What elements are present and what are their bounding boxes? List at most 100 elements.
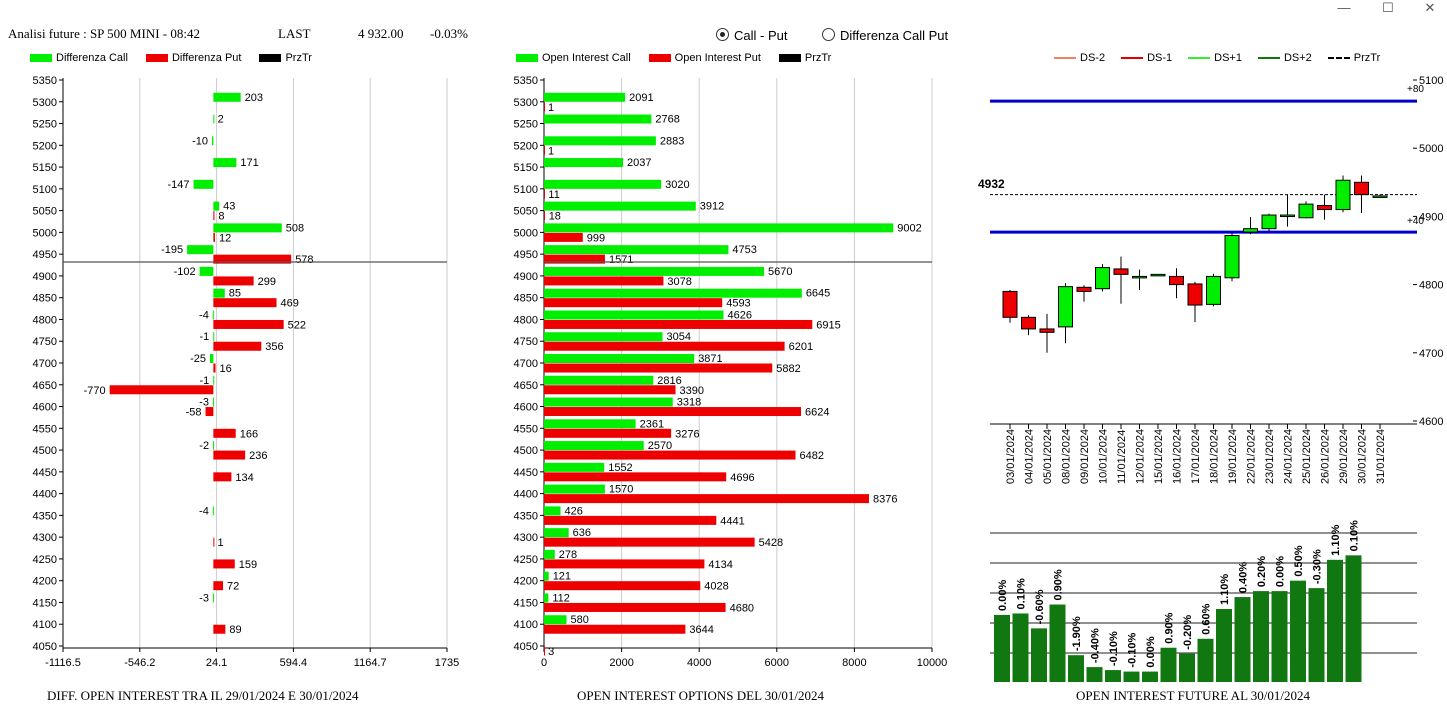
candle-y-tick-label: 4600 [1419, 416, 1443, 428]
oi-future-data-label: 0.20% [1256, 556, 1268, 587]
right-footer: OPEN INTEREST FUTURE AL 30/01/2024 [1076, 688, 1311, 703]
close-button[interactable]: ✕ [1424, 0, 1436, 15]
oi-call-bar [544, 201, 696, 211]
oi-put-label: 4593 [726, 298, 750, 310]
diff-x-tick-label: 594.4 [280, 657, 308, 669]
oi-put-label: 4441 [720, 515, 744, 527]
oi-call-label: 2768 [655, 114, 679, 126]
oi-put-label: 1571 [609, 254, 633, 266]
diff-put-bar [213, 341, 262, 351]
oi-future-data-label: -0.20% [1182, 615, 1194, 650]
oi-put-bar [544, 385, 676, 395]
oi-y-tick-label: 4900 [514, 271, 538, 283]
oi-call-bar [544, 484, 605, 494]
diff-put-bar [213, 450, 246, 460]
diff-y-tick-label: 4650 [33, 380, 57, 392]
diff-put-label: 1 [217, 537, 223, 549]
diff-put-bar [213, 537, 215, 547]
legend-oi-call: Open Interest Call [542, 52, 631, 64]
radio-call-put-label: Call - Put [734, 28, 788, 43]
diff-put-bar [213, 624, 226, 634]
diff-y-tick-label: 4500 [33, 445, 57, 457]
diff-call-label: -147 [168, 179, 190, 191]
minimize-button[interactable]: — [1337, 0, 1351, 15]
radio-diff-call-put-label: Differenza Call Put [840, 28, 949, 43]
radio-diff-call-put[interactable]: Differenza Call Put [822, 28, 948, 43]
diff-put-label: 134 [235, 472, 253, 484]
left-legend: Differenza Call Differenza Put PrzTr [30, 52, 312, 64]
oi-call-label: 2361 [640, 418, 664, 430]
diff-x-tick-label: 24.1 [206, 657, 227, 669]
oi-y-tick-label: 4500 [514, 445, 538, 457]
diff-put-bar [213, 428, 236, 438]
oi-call-bar [544, 288, 802, 298]
oi-x-tick-label: 0 [541, 657, 547, 669]
candle-body [1021, 316, 1036, 330]
oi-put-label: 5428 [759, 537, 783, 549]
oi-future-data-label: -0.10% [1108, 631, 1120, 666]
candle-x-tick-label: 09/01/2024 [1079, 429, 1091, 484]
diff-x-tick-label: -1116.5 [45, 657, 81, 669]
candle-x-tick-label: 16/01/2024 [1172, 429, 1184, 484]
band-label-plus40: +40 [1407, 216, 1424, 227]
oi-put-bar [544, 450, 796, 460]
diff-call-label: -3 [199, 397, 209, 409]
oi-put-label: 18 [549, 211, 561, 223]
oi-future-data-label: 0.00% [997, 580, 1009, 611]
current-price-label: 4932 [978, 177, 1005, 191]
diff-call-bar [212, 593, 214, 603]
diff-y-tick-label: 4700 [33, 358, 57, 370]
oi-call-bar [544, 354, 695, 363]
legend-ds-plus1: DS+1 [1214, 52, 1242, 64]
legend-ds-minus1: DS-1 [1147, 52, 1173, 64]
candle-x-tick-label: 18/01/2024 [1209, 429, 1221, 484]
candle-body [1317, 204, 1332, 211]
candle-body [1058, 286, 1073, 328]
diff-y-tick-label: 4100 [33, 619, 57, 631]
candle-x-tick-label: 31/01/2024 [1375, 429, 1387, 484]
diff-call-bar [213, 223, 282, 233]
diff-call-bar [213, 332, 215, 342]
oi-put-label: 3644 [689, 624, 713, 636]
diff-y-tick-label: 4550 [33, 423, 57, 435]
candle-body [1372, 195, 1388, 198]
diff-put-bar [213, 472, 232, 482]
oi-future-data-label: 0.40% [1238, 562, 1250, 593]
candle-x-tick-label: 11/01/2024 [1116, 430, 1128, 484]
candle-x-tick-label: 17/01/2024 [1190, 429, 1202, 484]
oi-future-bar [1290, 580, 1306, 682]
candle-body [1169, 275, 1184, 286]
oi-put-label: 11 [548, 189, 559, 201]
oi-future-data-label: 1.10% [1330, 524, 1342, 555]
diff-put-label: 16 [220, 363, 232, 375]
oi-future-data-label: 0.90% [1053, 569, 1065, 600]
oi-put-bar [544, 298, 723, 308]
diff-put-bar [213, 211, 215, 221]
diff-put-label: 469 [281, 298, 299, 310]
oi-call-bar [544, 179, 662, 189]
diff-y-tick-label: 4050 [33, 641, 57, 653]
diff-call-label: -25 [190, 353, 206, 365]
right-legend: DS-2 DS-1 DS+1 DS+2 PrzTr [1054, 52, 1380, 64]
oi-put-label: 4680 [730, 602, 754, 614]
oi-future-bar [1031, 628, 1047, 682]
oi-y-tick-label: 4750 [514, 336, 538, 348]
diff-y-tick-label: 5050 [33, 206, 57, 218]
radio-call-put[interactable]: Call - Put [716, 28, 787, 43]
maximize-button[interactable]: ☐ [1382, 0, 1394, 15]
oi-future-bar [1271, 591, 1288, 682]
candle-body [1298, 203, 1314, 219]
candle-x-tick-label: 29/01/2024 [1338, 429, 1350, 484]
candle-body [1076, 286, 1092, 292]
oi-put-bar [544, 254, 605, 264]
oi-future-bar [1308, 588, 1325, 682]
oi-put-label: 999 [587, 232, 605, 244]
diff-call-bar [213, 375, 215, 385]
oi-future-bar [1179, 653, 1195, 682]
oi-put-label: 8376 [873, 494, 897, 506]
oi-future-data-label: 0.10% [1016, 578, 1028, 609]
oi-call-label: 278 [559, 549, 577, 561]
diff-put-label: 72 [227, 581, 239, 593]
